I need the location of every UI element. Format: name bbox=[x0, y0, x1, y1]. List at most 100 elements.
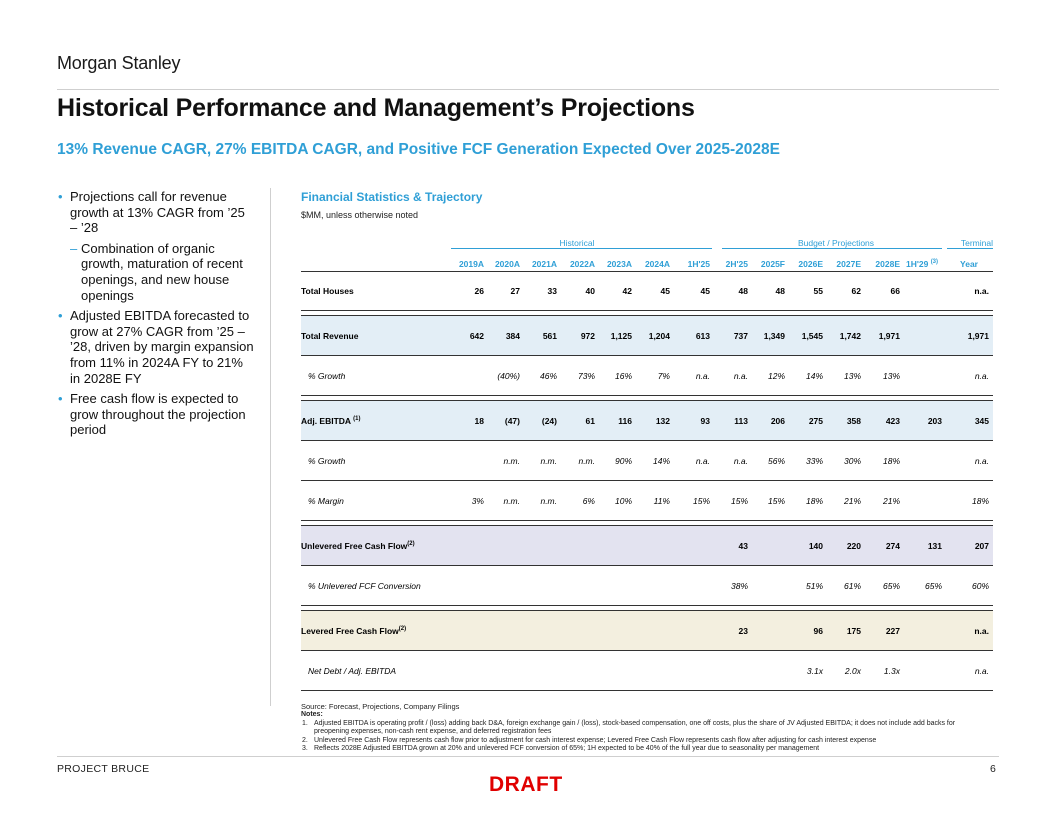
table-row: % Growth n.m. n.m. n.m. 90% 14% n.a. n.a. 56% 33… bbox=[301, 441, 993, 481]
col-header-2025f: 2025F bbox=[760, 259, 785, 269]
col-header-2020a: 2020A bbox=[494, 259, 520, 269]
cell-adj-ebitda-2026e: 275 bbox=[808, 416, 823, 426]
cell-total-revenue-2024a: 1,204 bbox=[648, 331, 670, 341]
cell-adj-ebitda-2028e: 423 bbox=[885, 416, 900, 426]
footnote-3-number: 3. bbox=[302, 745, 308, 753]
table-units: $MM, unless otherwise noted bbox=[301, 210, 419, 220]
cell-ufcf-conv-2028e: 65% bbox=[882, 581, 900, 591]
cell-ebitda-margin-2027e: 21% bbox=[843, 496, 861, 506]
footnote-2: 2. Unlevered Free Cash Flow represents ca… bbox=[301, 737, 991, 746]
cell-total-revenue-terminal: 1,971 bbox=[967, 331, 989, 341]
cell-ebitda-growth-2023a: 90% bbox=[614, 456, 632, 466]
col-header-1h25: 1H'25 bbox=[687, 259, 710, 269]
row-label-ebitda-margin: % Margin bbox=[308, 496, 344, 506]
header-divider bbox=[57, 89, 999, 90]
cell-total-revenue-1h25: 613 bbox=[695, 331, 710, 341]
col-header-2h25: 2H'25 bbox=[725, 259, 748, 269]
cell-ufcf-conv-2027e: 61% bbox=[843, 581, 861, 591]
ufcf-text: Unlevered Free Cash Flow bbox=[301, 541, 408, 551]
cell-net-debt-terminal: n.a. bbox=[974, 666, 989, 676]
cell-ebitda-growth-2028e: 18% bbox=[882, 456, 900, 466]
cell-ebitda-growth-2021a: n.m. bbox=[540, 456, 557, 466]
footer-divider bbox=[57, 756, 999, 757]
cell-ebitda-margin-2021a: n.m. bbox=[540, 496, 557, 506]
cell-ebitda-margin-2022a: 6% bbox=[582, 496, 595, 506]
col-header-2024a: 2024A bbox=[644, 259, 670, 269]
cell-ebitda-growth-terminal: n.a. bbox=[974, 456, 989, 466]
cell-rev-growth-2020a: (40%) bbox=[497, 371, 520, 381]
cell-lfcf-2h25: 23 bbox=[738, 626, 748, 636]
group-underline-terminal bbox=[947, 248, 993, 249]
col-header-2026e: 2026E bbox=[798, 259, 823, 269]
cell-ebitda-margin-2020a: n.m. bbox=[503, 496, 520, 506]
source-note: Source: Forecast, Projections, Company F… bbox=[301, 702, 460, 711]
table-title: Financial Statistics & Trajectory bbox=[301, 190, 483, 204]
cell-ebitda-margin-2028e: 21% bbox=[882, 496, 900, 506]
cell-ebitda-margin-terminal: 18% bbox=[971, 496, 989, 506]
cell-total-houses-terminal: n.a. bbox=[974, 286, 989, 296]
cell-rev-growth-2025f: 12% bbox=[767, 371, 785, 381]
cell-total-houses-2028e: 66 bbox=[890, 286, 900, 296]
row-label-net-debt: Net Debt / Adj. EBITDA bbox=[308, 666, 397, 676]
ufcf-note: (2) bbox=[407, 541, 415, 548]
footnote-3: 3. Reflects 2028E Adjusted EBITDA grown a… bbox=[301, 745, 991, 754]
row-spacer bbox=[301, 311, 993, 316]
row-spacer bbox=[301, 521, 993, 526]
cell-total-houses-2021a: 33 bbox=[547, 286, 557, 296]
cell-lfcf-2028e: 227 bbox=[885, 626, 900, 636]
page-title: Historical Performance and Management’s … bbox=[57, 94, 695, 122]
cell-adj-ebitda-1h29: 203 bbox=[927, 416, 942, 426]
column-divider bbox=[270, 188, 271, 706]
notes-header: Notes: bbox=[301, 711, 323, 718]
cell-total-houses-2019a: 26 bbox=[474, 286, 484, 296]
cell-total-revenue-2020a: 384 bbox=[505, 331, 520, 341]
page-number: 6 bbox=[990, 763, 996, 775]
bullet-revenue: Projections call for revenue growth at 1… bbox=[57, 189, 255, 236]
cell-total-houses-2024a: 45 bbox=[660, 286, 670, 296]
cell-net-debt-2028e: 1.3x bbox=[883, 666, 900, 676]
cell-ufcf-conv-2h25: 38% bbox=[730, 581, 748, 591]
adj-ebitda-text: Adj. EBITDA bbox=[301, 416, 351, 426]
cell-total-revenue-2028e: 1,971 bbox=[878, 331, 900, 341]
adj-ebitda-note: (1) bbox=[353, 416, 361, 423]
row-label-total-houses: Total Houses bbox=[301, 286, 354, 296]
cell-total-revenue-2025f: 1,349 bbox=[763, 331, 785, 341]
footnote-1-number: 1. bbox=[302, 719, 308, 727]
bullet-ebitda: Adjusted EBITDA forecasted to grow at 27… bbox=[57, 308, 255, 386]
cell-ufcf-2h25: 43 bbox=[738, 541, 748, 551]
cell-total-houses-2027e: 62 bbox=[851, 286, 861, 296]
cell-ebitda-margin-2h25: 15% bbox=[730, 496, 748, 506]
cell-total-houses-2022a: 40 bbox=[585, 286, 595, 296]
cell-adj-ebitda-1h25: 93 bbox=[700, 416, 710, 426]
cell-rev-growth-2021a: 46% bbox=[539, 371, 557, 381]
row-spacer bbox=[301, 606, 993, 611]
group-header-terminal: Terminal bbox=[960, 238, 993, 248]
footnote-1-text: Adjusted EBITDA is operating profit / (l… bbox=[314, 719, 956, 736]
cell-rev-growth-2022a: 73% bbox=[577, 371, 595, 381]
cell-ufcf-2028e: 274 bbox=[885, 541, 900, 551]
cell-lfcf-2026e: 96 bbox=[813, 626, 823, 636]
cell-ebitda-growth-2024a: 14% bbox=[652, 456, 670, 466]
cell-ufcf-1h29: 131 bbox=[927, 541, 942, 551]
cell-adj-ebitda-2019a: 18 bbox=[474, 416, 484, 426]
cell-ufcf-terminal: 207 bbox=[974, 541, 989, 551]
cell-adj-ebitda-terminal: 345 bbox=[974, 416, 989, 426]
page-subtitle: 13% Revenue CAGR, 27% EBITDA CAGR, and P… bbox=[57, 141, 780, 158]
row-label-ebitda-growth: % Growth bbox=[308, 456, 346, 466]
cell-ebitda-growth-2022a: n.m. bbox=[578, 456, 595, 466]
draft-watermark: DRAFT bbox=[489, 773, 563, 796]
col-header-2027e: 2027E bbox=[836, 259, 861, 269]
cell-adj-ebitda-2021a: (24) bbox=[541, 416, 557, 426]
table-row: Adj. EBITDA (1) 18 (47) (24) 61 116 132 93 113 2… bbox=[301, 401, 993, 441]
table-row: Net Debt / Adj. EBITDA 3.1x 2.0x 1.3x n.a. bbox=[301, 651, 993, 691]
cell-rev-growth-2027e: 13% bbox=[843, 371, 861, 381]
row-label-adj-ebitda: Adj. EBITDA (1) bbox=[301, 416, 360, 426]
footnotes: Notes: 1. Adjusted EBITDA is operating pr… bbox=[301, 711, 991, 754]
cell-ufcf-conv-2026e: 51% bbox=[805, 581, 823, 591]
morgan-stanley-logo: Morgan Stanley bbox=[57, 53, 181, 73]
col-header-2019a: 2019A bbox=[458, 259, 484, 269]
cell-ebitda-margin-2025f: 15% bbox=[767, 496, 785, 506]
row-label-total-revenue: Total Revenue bbox=[301, 331, 359, 341]
cell-rev-growth-terminal: n.a. bbox=[974, 371, 989, 381]
table-row: Levered Free Cash Flow(2) 23 96 175 227 n.a. bbox=[301, 611, 993, 651]
